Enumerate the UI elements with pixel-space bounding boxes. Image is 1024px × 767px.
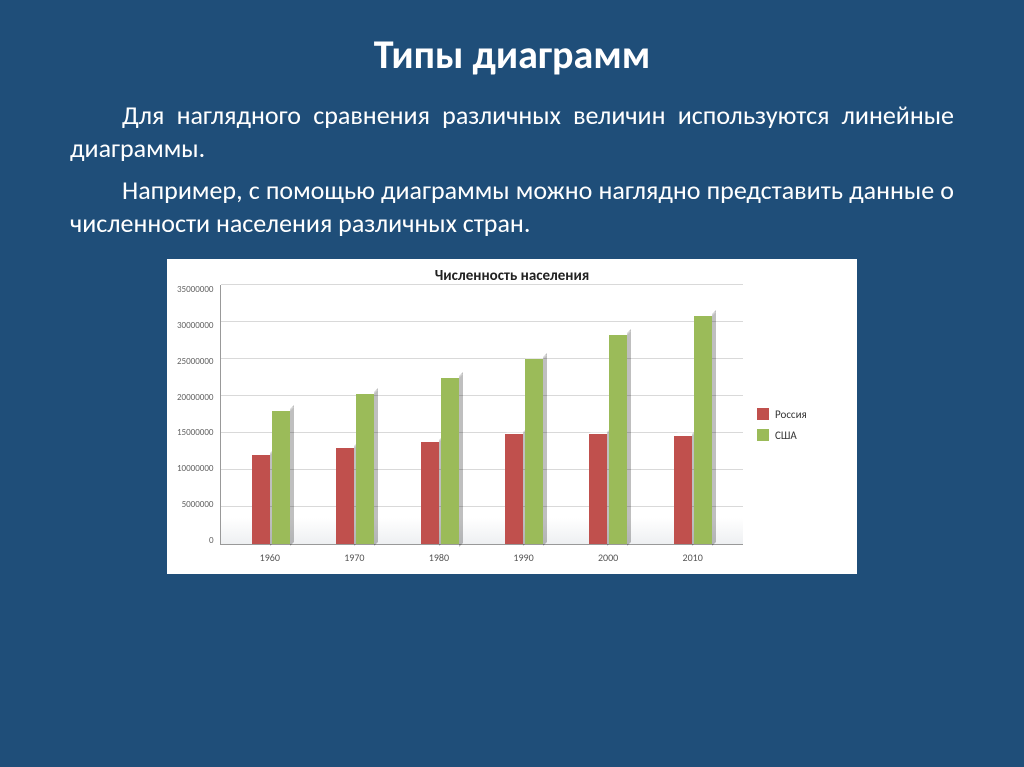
y-tick: 10000000 (177, 464, 214, 473)
bar (356, 394, 374, 544)
legend-swatch (757, 408, 769, 420)
bar (421, 442, 439, 544)
bar (505, 434, 523, 544)
bar (674, 436, 692, 544)
chart-title: Численность населения (177, 267, 847, 285)
bar-group (313, 285, 397, 544)
x-tick: 1990 (481, 551, 566, 564)
plot-column: 196019701980199020002010 (220, 285, 744, 564)
bar (589, 434, 607, 544)
paragraph-1-text: Для наглядного сравнения различных велич… (70, 99, 954, 164)
bar (609, 335, 627, 544)
x-axis: 196019701980199020002010 (220, 545, 744, 564)
x-tick: 1970 (312, 551, 397, 564)
x-tick: 2010 (650, 551, 735, 564)
legend-label: Россия (775, 408, 807, 421)
y-tick: 20000000 (177, 393, 214, 402)
y-tick: 5000000 (182, 500, 214, 509)
bar (252, 455, 270, 544)
y-axis: 35000000 30000000 25000000 20000000 15000000… (177, 285, 220, 545)
legend-item: США (757, 429, 847, 442)
y-tick: 25000000 (177, 357, 214, 366)
paragraph-2: Например, с помощью диаграммы можно нагл… (70, 174, 954, 239)
bar (525, 359, 543, 544)
bar-group (651, 285, 735, 544)
y-tick: 35000000 (177, 285, 214, 294)
bar (694, 316, 712, 544)
y-tick: 30000000 (177, 321, 214, 330)
slide-title: Типы диаграмм (70, 30, 954, 79)
slide: Типы диаграмм Для наглядного сравнения р… (0, 0, 1024, 767)
population-chart: Численность населения 35000000 30000000 25… (167, 259, 857, 574)
bar-group (566, 285, 650, 544)
y-tick: 0 (209, 536, 214, 545)
chart-body: 35000000 30000000 25000000 20000000 15000000… (177, 285, 847, 564)
bar-groups (221, 285, 744, 544)
bar (441, 378, 459, 545)
paragraph-2-text: Например, с помощью диаграммы можно нагл… (70, 174, 954, 239)
x-tick: 1980 (397, 551, 482, 564)
x-tick: 2000 (566, 551, 651, 564)
legend: Россия США (743, 285, 847, 564)
bar-group (397, 285, 481, 544)
legend-item: Россия (757, 408, 847, 421)
bar-group (482, 285, 566, 544)
paragraph-1: Для наглядного сравнения различных велич… (70, 99, 954, 164)
y-tick: 15000000 (177, 428, 214, 437)
bar (272, 411, 290, 544)
plot-area (220, 285, 744, 545)
bar-group (229, 285, 313, 544)
legend-swatch (757, 429, 769, 441)
bar (336, 448, 354, 544)
legend-label: США (775, 429, 797, 442)
x-tick: 1960 (228, 551, 313, 564)
